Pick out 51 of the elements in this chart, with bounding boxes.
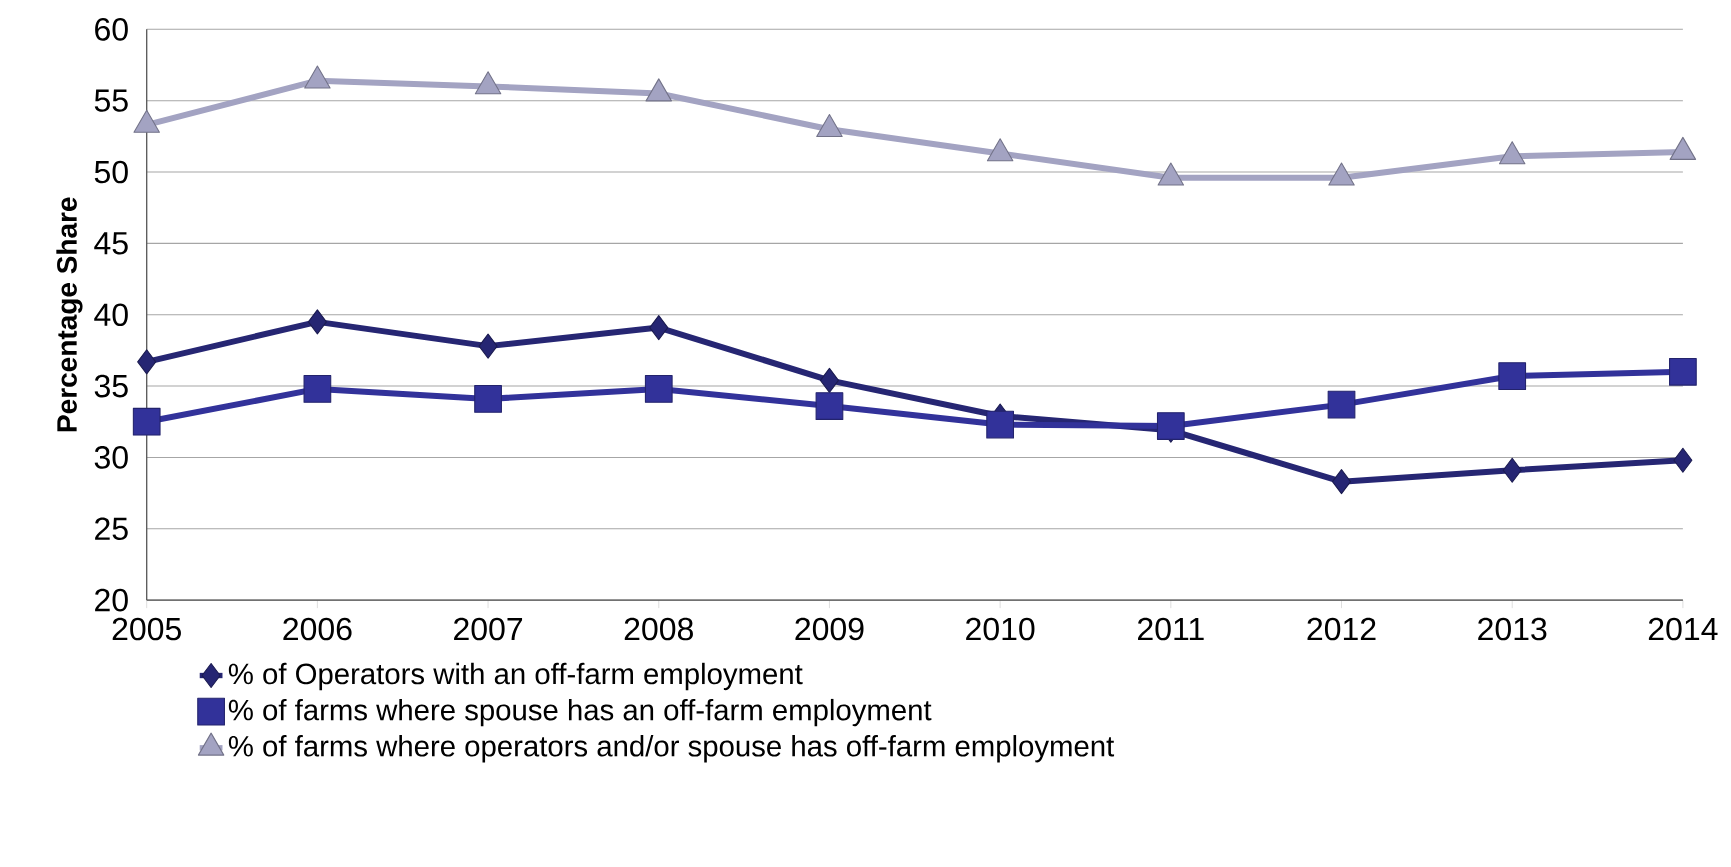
x-tick-label: 2007 — [454, 617, 523, 641]
point — [307, 309, 327, 335]
point — [1157, 162, 1185, 186]
y-tick-label: 60 — [95, 18, 128, 41]
point — [1673, 447, 1693, 473]
point — [1498, 362, 1527, 391]
point — [645, 78, 673, 102]
y-tick-label: 25 — [95, 517, 128, 541]
legend-label: % of farms where spouse has an off-farm employment — [228, 698, 932, 727]
y-tick-label: 20 — [95, 588, 128, 612]
point — [986, 410, 1015, 439]
point — [1156, 412, 1185, 440]
x-tick-label: 2010 — [966, 617, 1035, 641]
point — [649, 315, 669, 341]
y-tick-label: 35 — [94, 374, 128, 398]
x-tick-label: 2009 — [795, 617, 864, 641]
x-tick-label: 2006 — [283, 617, 352, 641]
x-tick-label: 2008 — [624, 617, 693, 641]
point — [133, 109, 160, 133]
point — [1669, 136, 1697, 160]
point — [303, 375, 332, 403]
x-tick-label: 2011 — [1138, 617, 1204, 641]
point — [137, 349, 157, 375]
y-tick-label: 55 — [94, 89, 128, 112]
point — [815, 392, 844, 420]
point — [1669, 358, 1697, 386]
point — [1327, 390, 1356, 419]
x-tick-label: 2014 — [1648, 617, 1718, 641]
point — [304, 65, 331, 89]
y-tick-label: 45 — [94, 232, 128, 255]
legend-label: % of farms where operators and/or spouse has off-farm employment — [228, 735, 1115, 763]
x-tick-label: 2012 — [1307, 617, 1376, 641]
point — [474, 385, 502, 413]
y-tick-label: 50 — [94, 160, 128, 184]
legend-label: % of Operators with an off-farm employment — [228, 662, 803, 691]
point — [1331, 469, 1352, 495]
point — [644, 375, 673, 403]
point — [1328, 162, 1355, 186]
point — [478, 333, 498, 359]
y-tick-label: 30 — [94, 446, 128, 469]
x-tick-label: 2005 — [112, 617, 181, 641]
point — [816, 114, 843, 138]
point — [986, 138, 1014, 162]
y-tick-label: 40 — [94, 303, 128, 327]
x-tick-label: 2013 — [1478, 617, 1547, 641]
point — [1498, 141, 1526, 165]
point — [819, 367, 839, 393]
point — [474, 71, 502, 95]
y-axis-title: Percentage Share — [56, 197, 83, 432]
point — [1502, 457, 1522, 483]
point — [132, 407, 161, 436]
